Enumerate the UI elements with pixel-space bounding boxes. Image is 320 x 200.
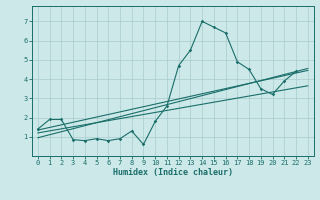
X-axis label: Humidex (Indice chaleur): Humidex (Indice chaleur) (113, 168, 233, 177)
